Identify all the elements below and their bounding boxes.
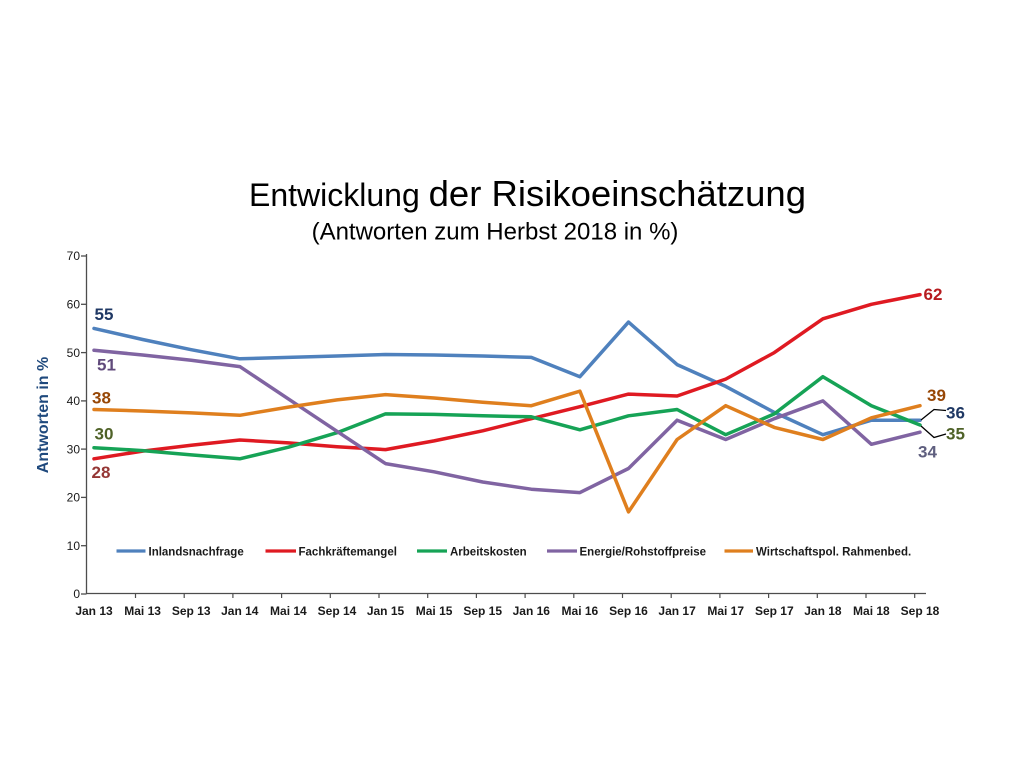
svg-text:39: 39 (927, 386, 946, 405)
svg-text:34: 34 (918, 443, 937, 462)
svg-text:Sep 15: Sep 15 (463, 604, 502, 618)
svg-text:50: 50 (67, 346, 81, 360)
svg-text:40: 40 (67, 394, 81, 408)
svg-text:Wirtschaftspol. Rahmenbed.: Wirtschaftspol. Rahmenbed. (756, 547, 911, 559)
svg-text:Mai 13: Mai 13 (124, 604, 161, 618)
svg-text:Jan 14: Jan 14 (221, 604, 259, 618)
svg-text:Mai 14: Mai 14 (270, 604, 307, 618)
svg-text:30: 30 (67, 442, 81, 456)
svg-text:20: 20 (67, 491, 81, 505)
svg-text:10: 10 (67, 539, 81, 553)
svg-text:Fachkräftemangel: Fachkräftemangel (299, 547, 397, 559)
svg-text:30: 30 (95, 425, 114, 444)
svg-text:Mai 17: Mai 17 (707, 604, 744, 618)
svg-text:62: 62 (924, 285, 943, 304)
svg-text:Energie/Rohstoffpreise: Energie/Rohstoffpreise (580, 547, 707, 559)
svg-text:55: 55 (95, 305, 114, 324)
svg-text:Jan 16: Jan 16 (513, 604, 551, 618)
svg-text:Jan 17: Jan 17 (658, 604, 696, 618)
svg-text:Arbeitskosten: Arbeitskosten (450, 547, 527, 559)
svg-text:Sep 18: Sep 18 (901, 604, 940, 618)
svg-text:Sep 13: Sep 13 (172, 604, 211, 618)
svg-text:Antworten in %: Antworten in % (35, 357, 52, 473)
svg-text:Sep 14: Sep 14 (318, 604, 357, 618)
svg-text:36: 36 (946, 404, 965, 423)
svg-text:Mai 15: Mai 15 (416, 604, 453, 618)
svg-text:60: 60 (67, 298, 81, 312)
svg-text:Mai 16: Mai 16 (562, 604, 599, 618)
svg-text:(Antworten zum Herbst 2018 in: (Antworten zum Herbst 2018 in %) (312, 219, 679, 246)
svg-text:Mai 18: Mai 18 (853, 604, 890, 618)
svg-text:Jan 18: Jan 18 (804, 604, 842, 618)
svg-text:Inlandsnachfrage: Inlandsnachfrage (149, 547, 244, 559)
svg-text:35: 35 (946, 425, 965, 444)
svg-text:Sep 16: Sep 16 (609, 604, 648, 618)
svg-text:Jan 15: Jan 15 (367, 604, 405, 618)
svg-text:Jan 13: Jan 13 (75, 604, 113, 618)
svg-text:Entwicklung der Risikoeinschät: Entwicklung der Risikoeinschätzung (249, 173, 806, 214)
svg-text:70: 70 (67, 249, 81, 263)
svg-text:38: 38 (92, 389, 111, 408)
svg-text:28: 28 (92, 463, 111, 482)
svg-text:0: 0 (73, 587, 80, 601)
svg-text:Sep 17: Sep 17 (755, 604, 794, 618)
svg-text:51: 51 (97, 356, 116, 375)
